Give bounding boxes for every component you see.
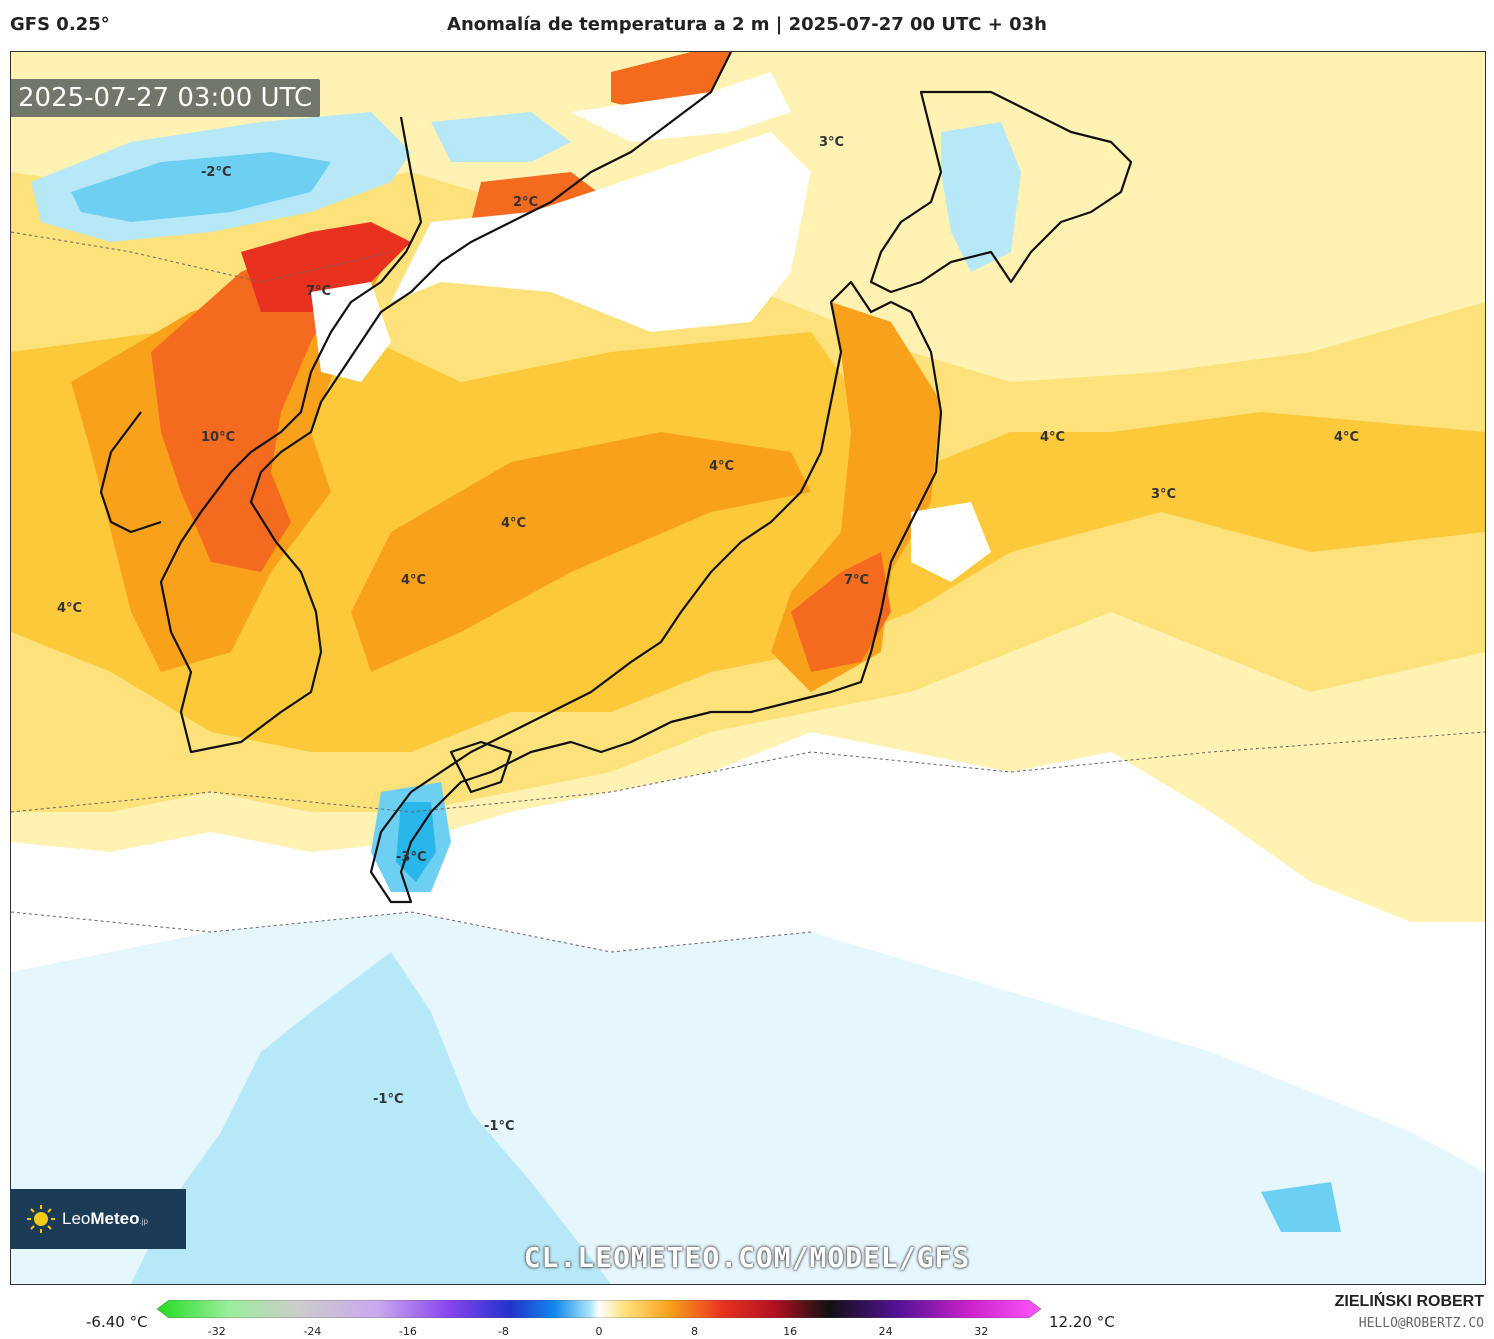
colorbar-min-label: -6.40 °C [86, 1313, 148, 1331]
colorbar-tick-label: 32 [974, 1325, 989, 1338]
contour-label: 10°C [201, 430, 236, 445]
colorbar-tick-label: 16 [783, 1325, 798, 1338]
leometeo-logo[interactable]: LeoMeteo.jp [10, 1189, 186, 1249]
contour-label: 4°C [401, 573, 427, 588]
model-name: GFS 0.25° [10, 14, 110, 35]
contour-label: -1°C [373, 1092, 404, 1107]
contour-label: 4°C [1334, 430, 1360, 445]
contour-label: -1°C [484, 1119, 515, 1134]
valid-time-badge: 2025-07-27 03:00 UTC [10, 79, 321, 117]
contour-label: 4°C [1040, 430, 1066, 445]
colorbar-tick-label: -32 [207, 1325, 226, 1338]
colorbar-tick-label: 8 [691, 1325, 699, 1338]
colorbar-max-label: 12.20 °C [1049, 1313, 1115, 1331]
colorbar-tick-label: 24 [878, 1325, 893, 1338]
author-email[interactable]: HELLO@ROBERTZ.CO [1358, 1316, 1484, 1331]
contour-label: 7°C [306, 284, 332, 299]
colorbar [157, 1300, 1041, 1318]
sun-icon [27, 1205, 55, 1233]
colorbar-tick-label: -24 [303, 1325, 322, 1338]
contour-label: 4°C [57, 601, 83, 616]
colorbar-tick-label: 0 [595, 1325, 603, 1338]
anomaly-field [11, 52, 1485, 1284]
contour-label: 3°C [819, 135, 845, 150]
contour-label: 3°C [1151, 487, 1177, 502]
map-area: -2°C 2°C 3°C 7°C 10°C 4°C 4°C 4°C 4°C 4°… [10, 51, 1486, 1285]
colorbar-tick-label: -16 [398, 1325, 417, 1338]
logo-wordmark: LeoMeteo.jp [62, 1209, 148, 1228]
contour-label: 4°C [709, 459, 735, 474]
colorbar-tick-label: -8 [497, 1325, 509, 1338]
source-url-watermark: CL.LEOMETEO.COM/MODEL/GFS [523, 1241, 971, 1274]
author-credit: ZIELIŃSKI ROBERT [1334, 1293, 1484, 1310]
contour-label: 7°C [844, 573, 870, 588]
map-title: Anomalía de temperatura a 2 m | 2025-07-… [447, 14, 1047, 35]
contour-label: -2°C [201, 165, 232, 180]
contour-label: 4°C [501, 516, 527, 531]
contour-label: -3°C [396, 850, 427, 865]
contour-label: 2°C [513, 195, 539, 210]
